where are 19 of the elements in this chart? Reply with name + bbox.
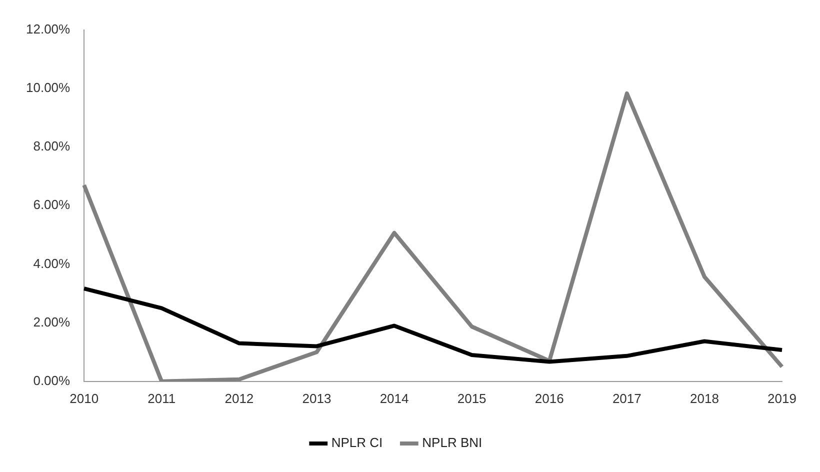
y-tick-label: 4.00% (33, 256, 71, 271)
x-tick-label: 2012 (224, 390, 254, 406)
x-tick-label: 2013 (302, 390, 332, 406)
y-tick-label: 2.00% (33, 314, 71, 330)
x-tick-label: 2019 (768, 390, 796, 406)
y-tick-label: 6.00% (33, 197, 71, 212)
y-tick-label: 12.00% (26, 21, 71, 36)
y-tick-label: 8.00% (33, 138, 71, 154)
x-tick-label: 2015 (457, 390, 486, 406)
x-tick-label: 2014 (380, 390, 409, 406)
y-tick-label: 0.00% (33, 372, 71, 388)
legend-label: NPLR BNI (422, 435, 482, 450)
legend-label: NPLR CI (331, 435, 383, 450)
x-tick-label: 2017 (612, 390, 642, 406)
x-tick-label: 2018 (690, 390, 719, 406)
y-tick-label: 10.00% (26, 80, 71, 95)
x-tick-label: 2011 (148, 390, 176, 406)
x-tick-label: 2016 (534, 390, 564, 406)
x-tick-label: 2010 (70, 390, 99, 406)
